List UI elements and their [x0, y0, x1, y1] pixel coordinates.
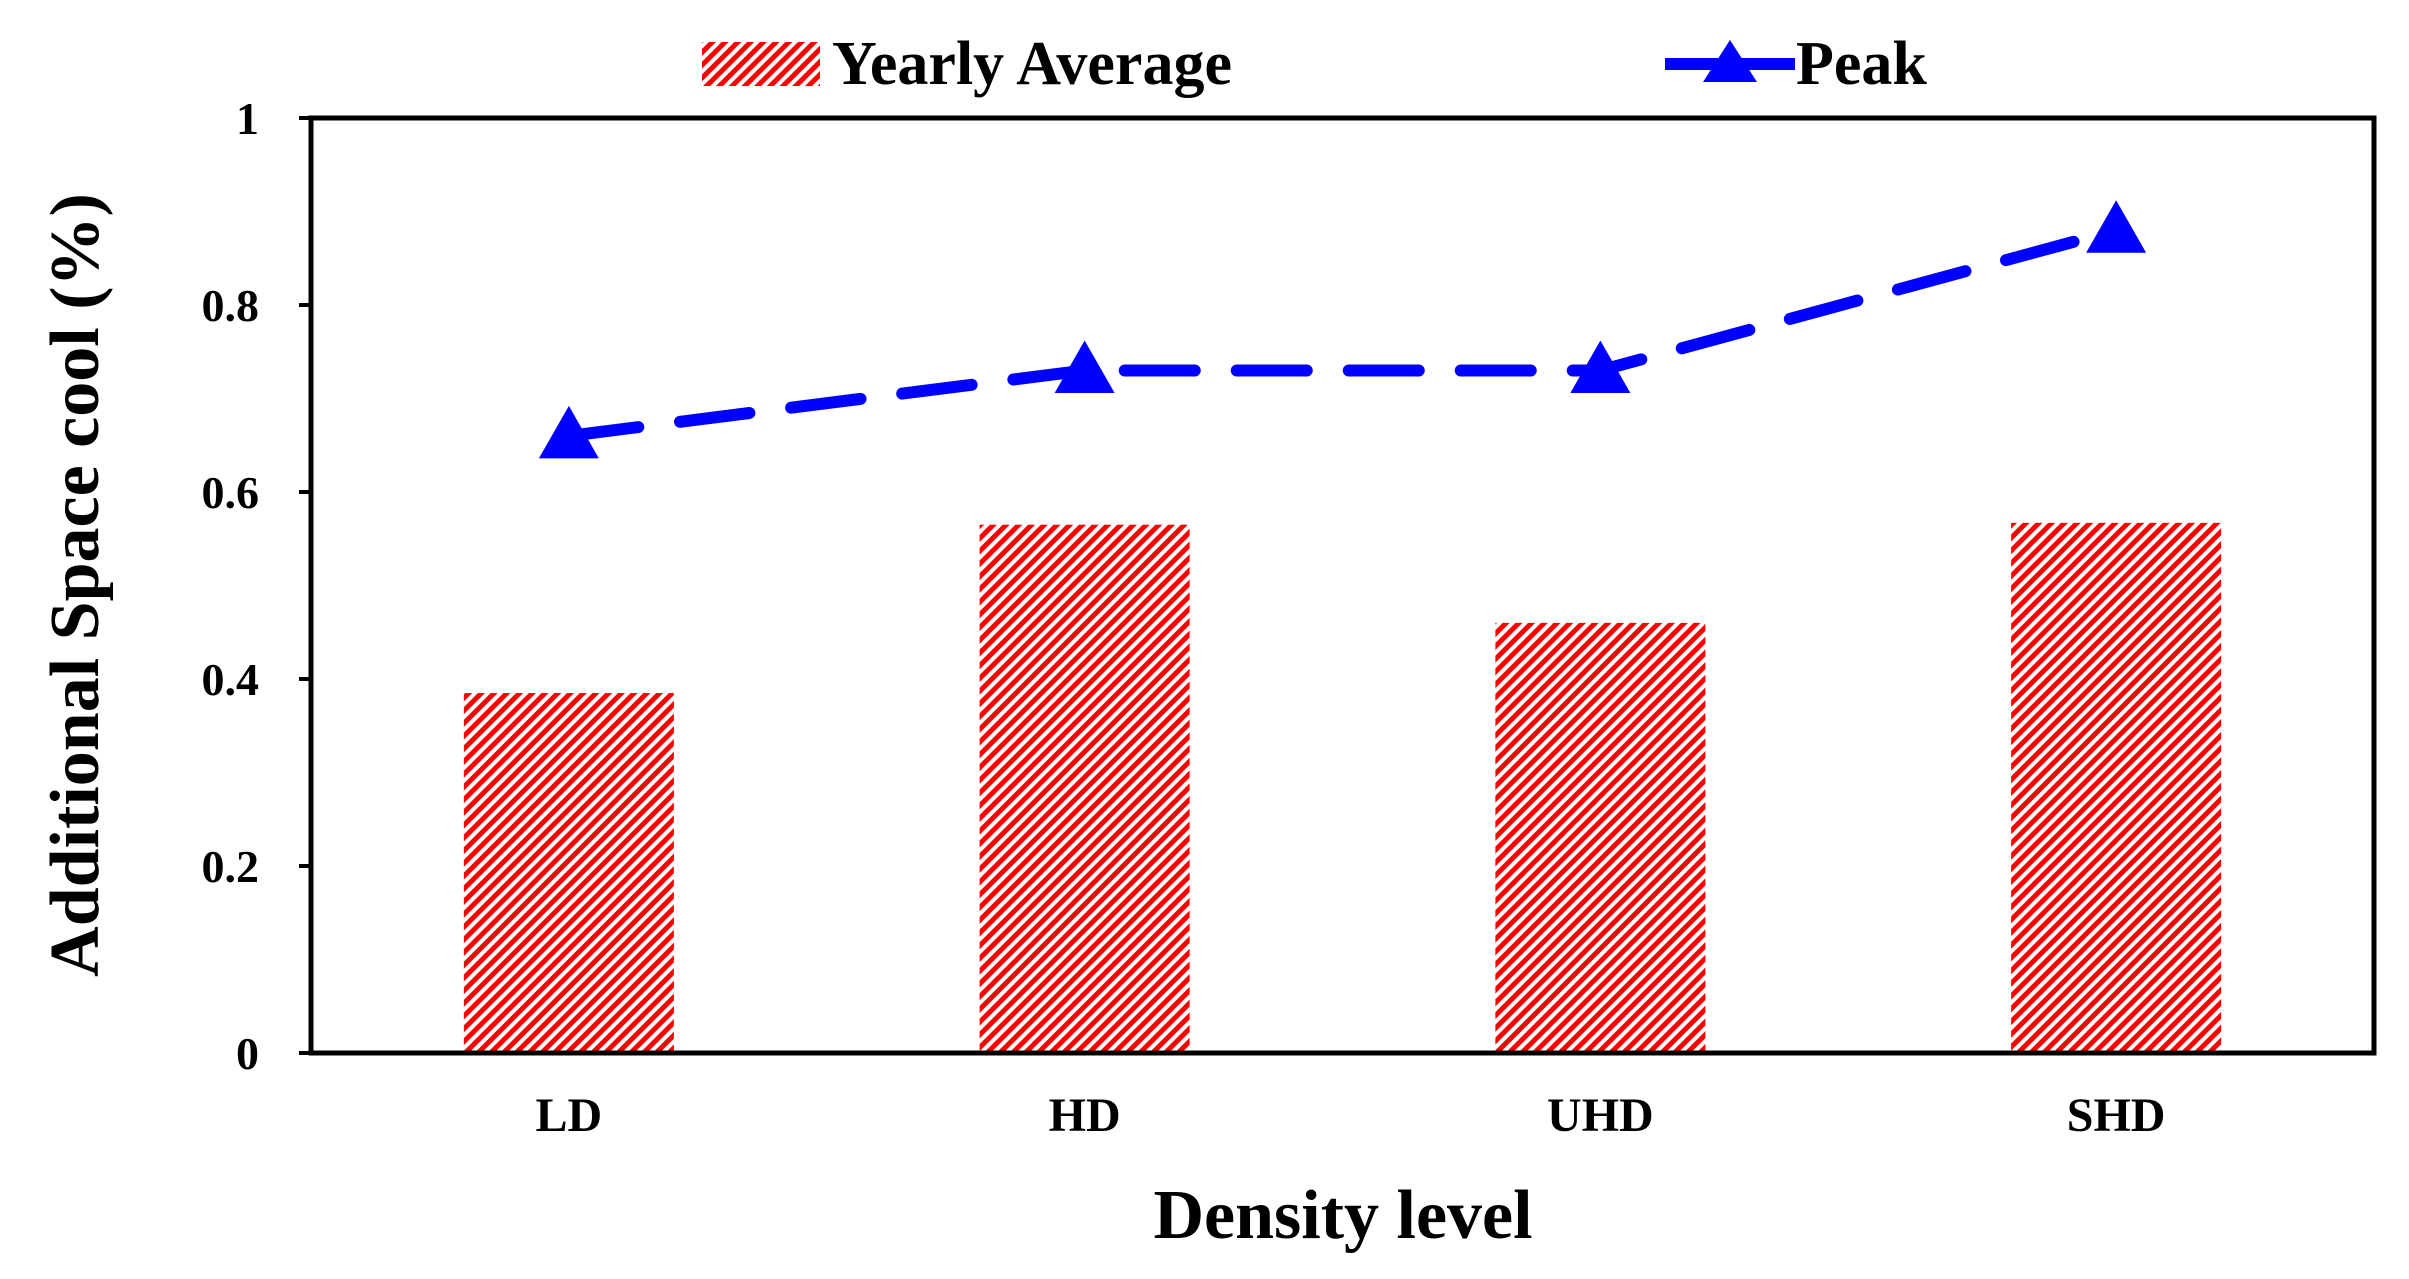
line-peak [538, 200, 2147, 459]
bar-hd [979, 524, 1190, 1053]
y-tick-label: 0.8 [202, 280, 260, 331]
y-tick-label: 1 [236, 93, 259, 144]
legend-marker-peak [1703, 40, 1757, 82]
y-tick-label: 0.2 [202, 841, 260, 892]
x-tick-label: UHD [1547, 1089, 1654, 1142]
peak-marker-ld [538, 405, 599, 459]
bar-uhd [1495, 622, 1706, 1053]
y-axis-title: Additional Space cool (%) [37, 193, 114, 977]
peak-marker-hd [1054, 340, 1115, 393]
y-tick-label: 0.6 [202, 467, 260, 518]
bars-yearly-average [311, 522, 2374, 1056]
x-axis: LD HD UHD SHD [536, 1089, 2166, 1142]
x-tick-label: SHD [2067, 1089, 2166, 1142]
bar-ld [463, 693, 674, 1053]
legend-swatch-yearly-average [702, 42, 820, 86]
x-tick-label: LD [536, 1089, 603, 1142]
x-axis-title: Density level [1153, 1177, 1532, 1254]
bar-shd [2011, 522, 2222, 1053]
legend: Yearly Average Peak [702, 30, 1927, 98]
peak-series-line [562, 224, 2123, 442]
legend-label-peak: Peak [1796, 30, 1927, 98]
x-tick-label: HD [1049, 1089, 1121, 1142]
legend-label-yearly-average: Yearly Average [832, 30, 1232, 98]
y-tick-label: 0.4 [202, 654, 260, 705]
y-tick-label: 0 [236, 1028, 259, 1079]
y-axis: 0 0.2 0.4 0.6 0.8 1 [202, 93, 311, 1079]
peak-marker-shd [2086, 200, 2147, 253]
peak-marker-uhd [1570, 340, 1631, 393]
